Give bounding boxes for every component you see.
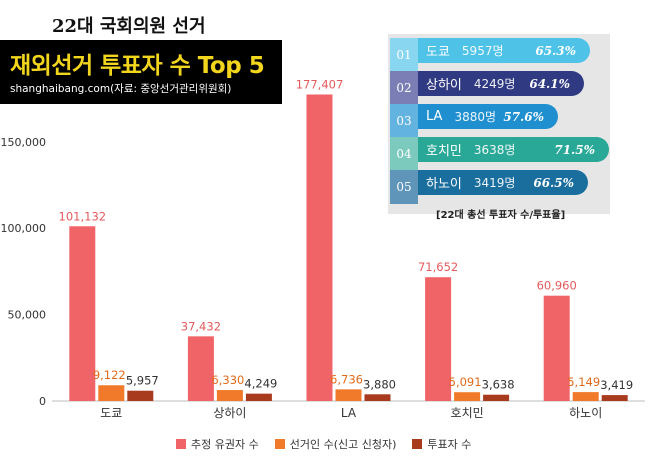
legend-swatch-voters [412, 439, 423, 449]
rank-pill: 호치민 3638명 71.5% [418, 137, 609, 162]
rank-city: 하노이 [426, 177, 462, 192]
y-tick-label: 0 [39, 395, 46, 408]
data-label: 101,132 [59, 209, 107, 223]
legend-swatch-eligible [176, 439, 186, 449]
bar [69, 226, 96, 401]
data-label: 5,091 [449, 375, 482, 389]
bar [483, 394, 510, 401]
legend-item-voters: 투표자 수 [412, 436, 471, 452]
legend-label-eligible: 추정 유권자 수 [191, 438, 259, 451]
rank-count: 3419명 [473, 176, 516, 190]
source-text: shanghaibang.com(자료: 중앙선거관리위원회) [10, 83, 232, 95]
data-label: 5,957 [126, 374, 159, 388]
title-banner: 재외선거 투표자 수 Top 5 shanghaibang.com(자료: 중앙… [0, 40, 282, 104]
bar [187, 336, 214, 401]
data-label: 4,249 [244, 377, 277, 391]
legend-item-eligible: 추정 유권자 수 [176, 436, 259, 452]
legend-label-registered: 선거인 수(신고 신청자) [289, 438, 397, 451]
rank-count: 5957명 [461, 44, 504, 58]
bar [425, 277, 452, 401]
data-label: 177,407 [296, 77, 344, 91]
rank-pill: 도쿄 5957명 65.3% [418, 38, 590, 63]
bar [543, 295, 570, 401]
bar [572, 392, 599, 401]
x-tick-label: 도쿄 [100, 406, 122, 420]
bar [98, 385, 125, 401]
rank-count: 4249명 [473, 77, 516, 91]
rank-count: 3638명 [473, 143, 516, 157]
rank-city: 호치민 [426, 144, 462, 159]
rank-turnout: 64.1% [529, 76, 570, 91]
rank-city: 도쿄 [426, 45, 450, 60]
bar [306, 94, 333, 401]
rank-number: 05 [390, 170, 418, 204]
rank-number: 03 [390, 104, 418, 138]
rank-pill: LA 3880명 57.6% [418, 104, 558, 129]
rank-number: 04 [390, 137, 418, 171]
legend-item-registered: 선거인 수(신고 신청자) [274, 436, 397, 452]
rank-turnout: 57.6% [503, 109, 544, 124]
data-label: 3,880 [363, 377, 396, 391]
rank-number: 02 [390, 71, 418, 105]
x-tick-label: LA [341, 406, 357, 420]
bar [601, 395, 628, 401]
data-label: 6,330 [211, 373, 244, 387]
rank-turnout: 66.5% [533, 175, 574, 190]
rank-turnout: 71.5% [554, 142, 595, 157]
data-label: 9,122 [93, 368, 126, 382]
rank-row: 03 LA 3880명 57.6% [390, 104, 610, 138]
legend-swatch-registered [274, 439, 285, 449]
bar [127, 390, 154, 401]
bar [245, 393, 272, 401]
data-label: 71,652 [418, 260, 458, 274]
data-label: 3,638 [482, 378, 515, 392]
bar [364, 394, 391, 401]
page-title: 22대 국회의원 선거 [52, 16, 206, 37]
data-label: 37,432 [181, 319, 221, 333]
rank-row: 04 호치민 3638명 71.5% [390, 137, 610, 171]
rank-turnout: 65.3% [535, 43, 576, 58]
rank-count: 3880명 [454, 110, 497, 124]
bar [454, 392, 481, 401]
bar [335, 389, 362, 401]
banner-title: 재외선거 투표자 수 Top 5 [10, 53, 265, 79]
chart-legend: 추정 유권자 수 선거인 수(신고 신청자) 투표자 수 [176, 436, 471, 452]
y-tick-label: 50,000 [8, 309, 47, 322]
legend-label-voters: 투표자 수 [427, 438, 472, 451]
rank-city: LA [426, 109, 443, 124]
x-tick-label: 호치민 [451, 406, 484, 420]
data-label: 3,419 [600, 378, 633, 392]
y-tick-label: 150,000 [1, 136, 47, 149]
y-tick-label: 100,000 [1, 222, 47, 235]
bar [216, 390, 243, 401]
rank-row: 02 상하이 4249명 64.1% [390, 71, 610, 105]
data-label: 5,149 [567, 375, 600, 389]
rank-row: 05 하노이 3419명 66.5% [390, 170, 610, 204]
ranking-note: [22대 총선 투표자 수/투표율] [436, 210, 566, 221]
data-label: 6,736 [330, 372, 363, 386]
rank-pill: 상하이 4249명 64.1% [418, 71, 584, 96]
rank-row: 01 도쿄 5957명 65.3% [390, 38, 610, 72]
rank-pill: 하노이 3419명 66.5% [418, 170, 588, 195]
x-tick-label: 상하이 [213, 406, 246, 420]
data-label: 60,960 [537, 279, 577, 293]
rank-number: 01 [390, 38, 418, 72]
x-tick-label: 하노이 [569, 406, 602, 420]
rank-city: 상하이 [426, 78, 462, 93]
